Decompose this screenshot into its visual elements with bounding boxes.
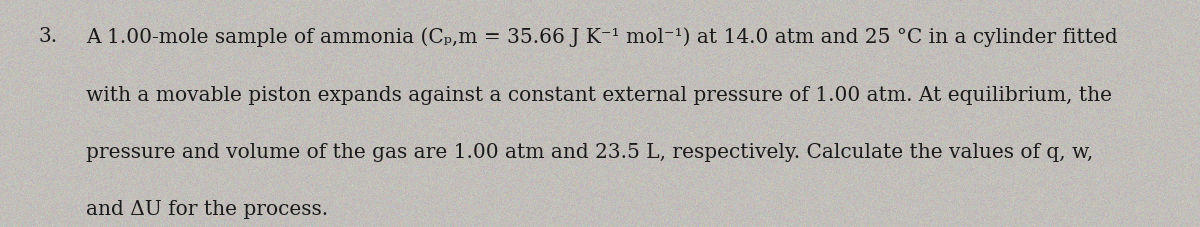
Text: with a movable piston expands against a constant external pressure of 1.00 atm. : with a movable piston expands against a …	[86, 86, 1112, 105]
Text: A 1.00-mole sample of ammonia (Cₚ,m = 35.66 J K⁻¹ mol⁻¹) at 14.0 atm and 25 °C i: A 1.00-mole sample of ammonia (Cₚ,m = 35…	[86, 27, 1118, 47]
Text: pressure and volume of the gas are 1.00 atm and 23.5 L, respectively. Calculate : pressure and volume of the gas are 1.00 …	[86, 143, 1093, 162]
Text: 3.: 3.	[38, 27, 58, 46]
Text: and ΔU for the process.: and ΔU for the process.	[86, 200, 329, 219]
